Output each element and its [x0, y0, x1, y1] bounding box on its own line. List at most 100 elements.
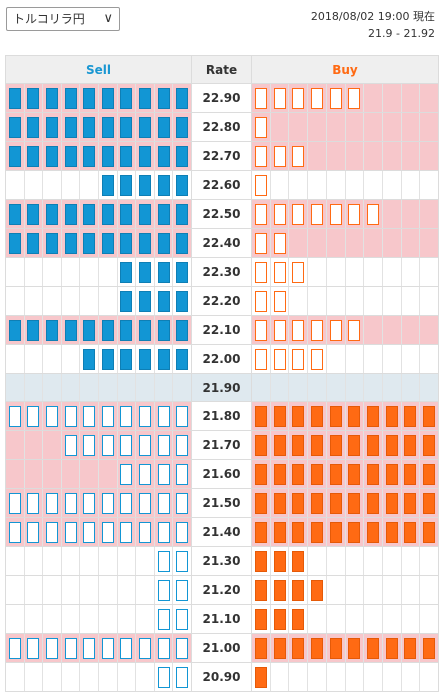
buy-bar [254, 521, 267, 543]
buy-bar [273, 434, 286, 456]
sell-bar [138, 261, 151, 283]
buy-bar [329, 492, 342, 514]
buy-bar [254, 261, 267, 283]
buy-bar [254, 116, 267, 138]
buy-cell [251, 257, 439, 287]
sell-bar [101, 405, 114, 427]
buy-bar [273, 319, 286, 341]
sell-bar [176, 261, 189, 283]
sell-bar [8, 87, 21, 109]
sell-bar [138, 319, 151, 341]
buy-bar [254, 666, 267, 688]
sell-bar [120, 463, 133, 485]
buy-bar [273, 521, 286, 543]
rate-cell: 21.20 [191, 575, 252, 605]
buy-bar [404, 492, 417, 514]
sell-bar [157, 550, 170, 572]
buy-bar [385, 405, 398, 427]
sell-bar [157, 290, 170, 312]
buy-bar [404, 463, 417, 485]
sell-bar [8, 521, 21, 543]
sell-bar [120, 261, 133, 283]
board-body: 22.90 22.80 22.70 22.60 22.50 22.40 22.30 22.20… [5, 83, 439, 692]
sell-bar [138, 203, 151, 225]
chevron-down-icon: ∨ [103, 11, 113, 26]
sell-bar [64, 521, 77, 543]
buy-bar [329, 521, 342, 543]
sell-bar [64, 203, 77, 225]
buy-bar [273, 87, 286, 109]
buy-bar [367, 492, 380, 514]
buy-bar [404, 434, 417, 456]
sell-bar [83, 232, 96, 254]
sell-bar [176, 87, 189, 109]
buy-bar [310, 348, 323, 370]
buy-bar [292, 405, 305, 427]
buy-bar [348, 463, 361, 485]
buy-bar [254, 145, 267, 167]
board-row: 22.20 [5, 286, 439, 316]
buy-bar [367, 637, 380, 659]
sell-bar [157, 232, 170, 254]
buy-bar [385, 521, 398, 543]
sell-cell [5, 430, 192, 460]
sell-bar [157, 434, 170, 456]
buy-bar [254, 232, 267, 254]
rate-cell: 21.10 [191, 604, 252, 634]
sell-bar [101, 637, 114, 659]
buy-bar [273, 492, 286, 514]
sell-bar [83, 405, 96, 427]
buy-bar [292, 319, 305, 341]
rate-cell: 22.00 [191, 344, 252, 374]
sell-bar [83, 87, 96, 109]
rate-cell: 22.90 [191, 83, 252, 113]
buy-bar [367, 203, 380, 225]
sell-bar [27, 87, 40, 109]
sell-bar [138, 232, 151, 254]
sell-bar [157, 521, 170, 543]
buy-bar [310, 463, 323, 485]
buy-cell [251, 517, 439, 547]
sell-cell [5, 662, 192, 692]
sell-bar [8, 492, 21, 514]
buy-bar [273, 145, 286, 167]
buy-bar [348, 203, 361, 225]
rate-cell: 21.80 [191, 401, 252, 431]
sell-cell [5, 604, 192, 634]
buy-bar [273, 261, 286, 283]
buy-bar [348, 434, 361, 456]
sell-bar [157, 492, 170, 514]
sell-bar [8, 405, 21, 427]
buy-cell [251, 199, 439, 229]
buy-bar [348, 319, 361, 341]
sell-bar [27, 637, 40, 659]
sell-bar [64, 232, 77, 254]
board-row: 21.80 [5, 401, 439, 431]
sell-bar [101, 319, 114, 341]
sell-bar [83, 145, 96, 167]
sell-bar [176, 579, 189, 601]
buy-cell [251, 488, 439, 518]
buy-bar [348, 492, 361, 514]
buy-bar [273, 405, 286, 427]
sell-bar [45, 145, 58, 167]
buy-bar [404, 521, 417, 543]
sell-cell [5, 315, 192, 345]
sell-bar [64, 492, 77, 514]
board-row: 21.90 [5, 373, 439, 402]
buy-cell [251, 430, 439, 460]
buy-bar [423, 405, 436, 427]
board-row: 21.60 [5, 459, 439, 489]
board-row: 21.00 [5, 633, 439, 663]
sell-cell [5, 517, 192, 547]
sell-bar [157, 319, 170, 341]
buy-cell [251, 546, 439, 576]
rate-cell: 22.70 [191, 141, 252, 171]
currency-select[interactable]: トルコリラ円 ∨ [6, 7, 120, 31]
buy-bar [254, 637, 267, 659]
sell-bar [157, 579, 170, 601]
buy-bar [348, 637, 361, 659]
sell-bar [176, 319, 189, 341]
sell-bar [120, 232, 133, 254]
sell-bar [176, 637, 189, 659]
